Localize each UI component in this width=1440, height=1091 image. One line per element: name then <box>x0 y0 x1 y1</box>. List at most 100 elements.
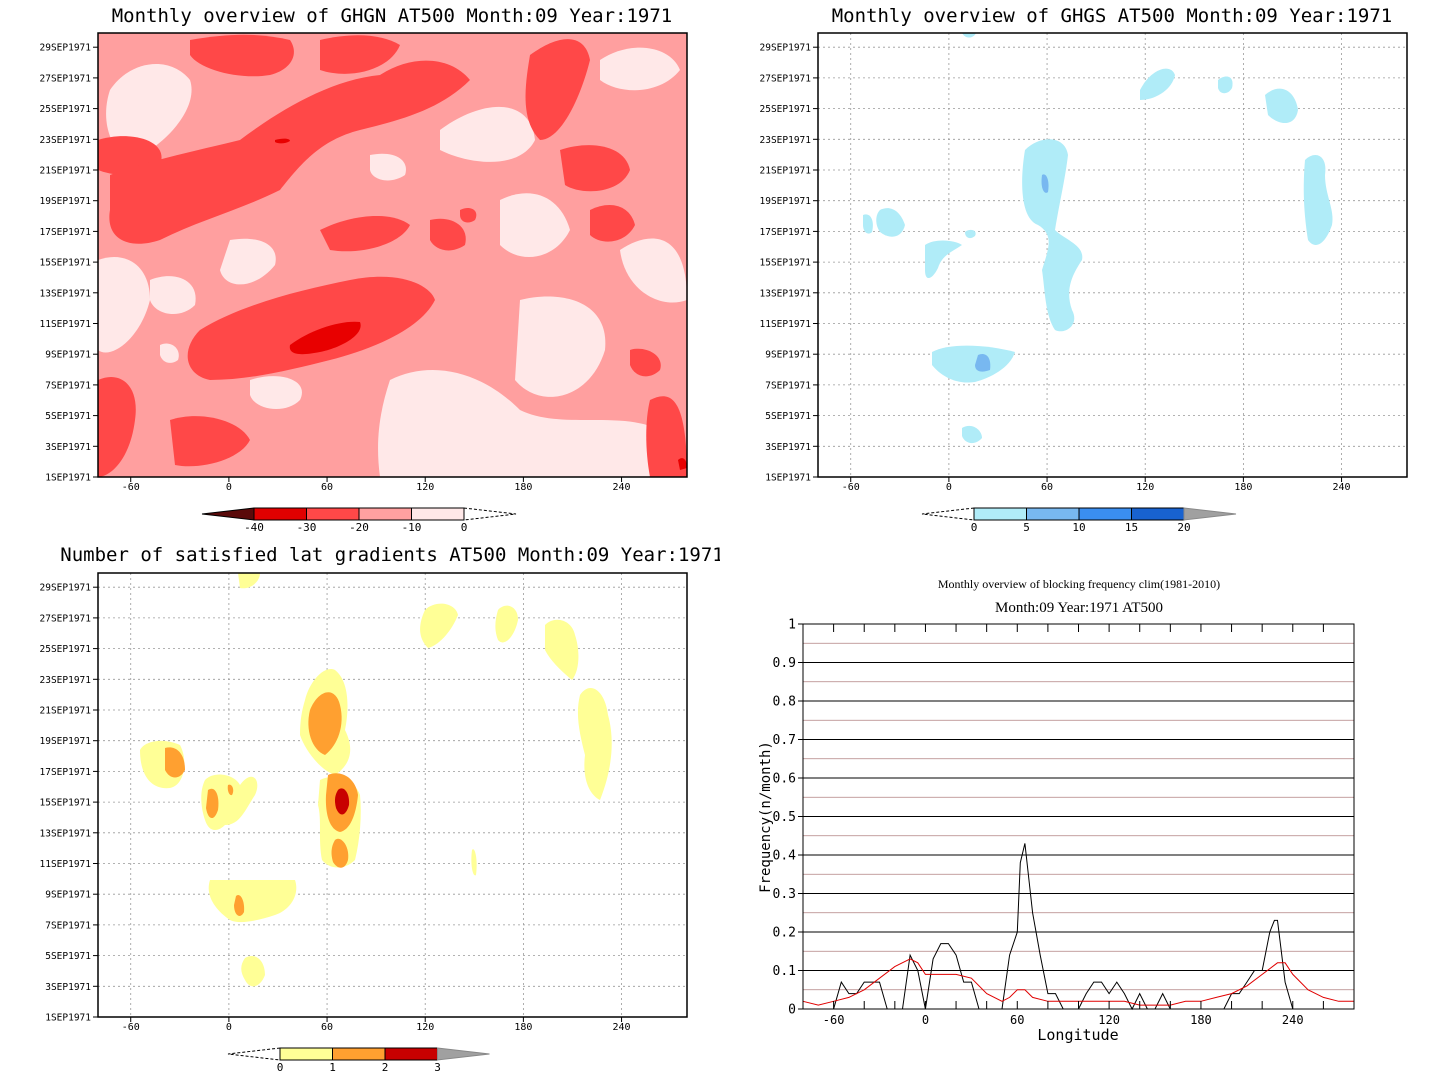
freq-panel: Monthly overview of blocking frequency c… <box>758 577 1355 1044</box>
ghgn-panel: Monthly overview of GHGN AT500 Month:09 … <box>40 5 688 534</box>
x-tick-label: 120 <box>416 1022 434 1033</box>
y-tick-label: 0.9 <box>773 656 796 671</box>
y-tick-label: 15SEP1971 <box>760 258 812 269</box>
colorbar-label: 5 <box>1023 521 1030 534</box>
freq-title: Monthly overview of blocking frequency c… <box>938 577 1220 591</box>
freq-x-axis: -60 0 60 120 180 240 <box>802 624 1355 1027</box>
colorbar-right-arrow <box>463 507 517 521</box>
colorbar-label: -40 <box>244 521 264 534</box>
x-tick-label: 240 <box>613 1022 631 1033</box>
y-tick-label: 19SEP1971 <box>760 196 812 207</box>
x-tick-label: 0 <box>226 482 232 493</box>
colorbar-label: 15 <box>1125 521 1138 534</box>
y-tick-label: 1SEP1971 <box>45 1013 91 1024</box>
freq-grid <box>803 642 1354 991</box>
x-tick-label: 180 <box>1190 1013 1212 1027</box>
colorbar-label: -10 <box>402 521 422 534</box>
freq-xlabel: Longitude <box>1037 1026 1118 1044</box>
ghgn-title: Monthly overview of GHGN AT500 Month:09 … <box>112 5 673 27</box>
grad-colorbar: 0 1 2 3 <box>227 1047 490 1074</box>
y-tick-label: 29SEP1971 <box>40 583 92 594</box>
grad-y-axis: 1SEP1971 3SEP1971 5SEP1971 7SEP1971 9SEP1971… <box>40 583 98 1024</box>
y-tick-label: 7SEP1971 <box>45 380 91 391</box>
freq-subtitle: Month:09 Year:1971 AT500 <box>995 600 1163 616</box>
y-tick-label: 1 <box>788 618 796 633</box>
x-tick-label: -60 <box>823 1013 845 1027</box>
colorbar-segment <box>1026 507 1080 521</box>
colorbar-segment <box>1078 507 1132 521</box>
grad-contours <box>140 573 612 987</box>
y-tick-label: 17SEP1971 <box>40 767 92 778</box>
red-series-line <box>802 958 1354 1006</box>
ghgs-frame <box>817 32 1408 478</box>
y-tick-label: 9SEP1971 <box>45 890 91 901</box>
colorbar-segment <box>306 507 360 521</box>
x-tick-label: 120 <box>1098 1013 1120 1027</box>
x-tick-label: 60 <box>1010 1013 1024 1027</box>
x-tick-label: 60 <box>321 482 333 493</box>
grad-title: Number of satisfied lat gradients AT500 … <box>60 544 720 566</box>
freq-series <box>802 843 1354 1011</box>
y-tick-label: 3SEP1971 <box>45 442 91 453</box>
freq-y-axis: 0 0.1 0.2 0.3 0.4 0.5 0.6 0.7 0.8 0.9 1 <box>773 618 803 1018</box>
ghgs-colorbar: 0 5 10 15 20 <box>921 507 1237 534</box>
y-tick-label: 19SEP1971 <box>40 736 92 747</box>
colorbar-label: 0 <box>277 1061 284 1074</box>
y-tick-label: 0.5 <box>773 810 796 825</box>
y-tick-label: 1SEP1971 <box>765 473 811 484</box>
ghgs-grid <box>818 33 1407 477</box>
ghgn-x-axis: -60 0 60 120 180 240 <box>122 477 631 493</box>
colorbar-label: 3 <box>434 1061 441 1074</box>
y-tick-label: 0.6 <box>773 772 796 787</box>
y-tick-label: 27SEP1971 <box>40 73 92 84</box>
x-tick-label: 180 <box>514 1022 532 1033</box>
black-series-line <box>803 843 1354 1011</box>
x-tick-label: -60 <box>122 482 140 493</box>
ghgs-panel: Monthly overview of GHGS AT500 Month:09 … <box>760 5 1408 534</box>
ghgs-title: Monthly overview of GHGS AT500 Month:09 … <box>832 5 1393 27</box>
ghgn-y-axis: 1SEP1971 3SEP1971 5SEP1971 7SEP1971 9SEP1971… <box>40 43 98 484</box>
y-tick-label: 25SEP1971 <box>40 644 92 655</box>
x-tick-label: 120 <box>416 482 434 493</box>
y-tick-label: 23SEP1971 <box>40 675 92 686</box>
y-tick-label: 25SEP1971 <box>760 104 812 115</box>
y-tick-label: 0 <box>788 1003 796 1018</box>
colorbar-label: 0 <box>461 521 468 534</box>
colorbar-left-arrow <box>921 507 975 521</box>
y-tick-label: 21SEP1971 <box>40 166 92 177</box>
x-tick-label: 180 <box>1234 482 1252 493</box>
y-tick-label: 23SEP1971 <box>40 135 92 146</box>
y-tick-label: 21SEP1971 <box>40 706 92 717</box>
x-tick-label: 120 <box>1136 482 1154 493</box>
y-tick-label: 0.1 <box>773 964 796 979</box>
y-tick-label: 17SEP1971 <box>40 227 92 238</box>
colorbar-label: 1 <box>329 1061 336 1074</box>
y-tick-label: 27SEP1971 <box>40 613 92 624</box>
ghgn-contours <box>98 33 687 477</box>
y-tick-label: 11SEP1971 <box>760 319 812 330</box>
colorbar-label: 10 <box>1072 521 1085 534</box>
y-tick-label: 11SEP1971 <box>40 859 92 870</box>
grad-frame <box>97 572 688 1018</box>
grad-x-axis: -60 0 60 120 180 240 <box>122 1017 631 1033</box>
y-tick-label: 9SEP1971 <box>45 350 91 361</box>
ghgs-x-axis: -60 0 60 120 180 240 <box>842 477 1351 493</box>
y-tick-label: 0.7 <box>773 733 796 748</box>
y-tick-label: 3SEP1971 <box>765 442 811 453</box>
x-tick-label: 0 <box>922 1013 929 1027</box>
x-tick-label: 60 <box>321 1022 333 1033</box>
y-tick-label: 0.3 <box>773 887 796 902</box>
y-tick-label: 5SEP1971 <box>765 411 811 422</box>
colorbar-segment <box>332 1047 386 1061</box>
colorbar-segment <box>411 507 465 521</box>
y-tick-label: 0.2 <box>773 926 796 941</box>
y-tick-label: 7SEP1971 <box>765 380 811 391</box>
y-tick-label: 25SEP1971 <box>40 104 92 115</box>
ghgn-colorbar: -40 -30 -20 -10 0 <box>201 507 517 534</box>
colorbar-segment <box>1131 507 1185 521</box>
x-tick-label: 180 <box>514 482 532 493</box>
ghgs-contours <box>863 33 1333 444</box>
x-tick-label: 240 <box>1333 482 1351 493</box>
y-tick-label: 19SEP1971 <box>40 196 92 207</box>
y-tick-label: 9SEP1971 <box>765 350 811 361</box>
